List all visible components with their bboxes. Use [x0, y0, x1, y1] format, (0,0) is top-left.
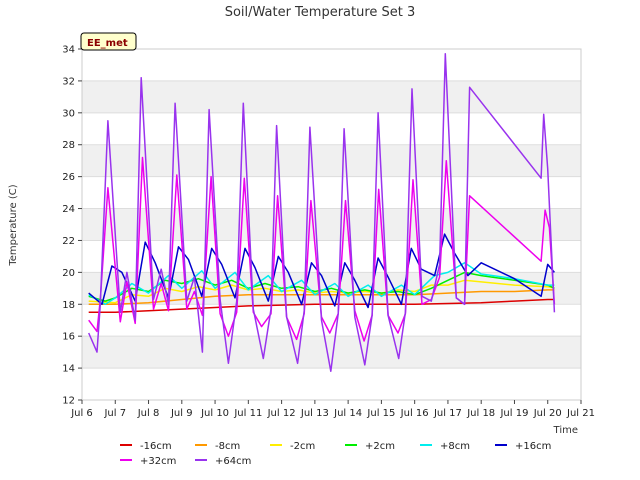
plot-background	[82, 49, 581, 400]
y-tick-label: 12	[62, 396, 75, 407]
y-tick-label: 34	[62, 45, 75, 56]
plot-band	[82, 176, 581, 209]
legend-label: -8cm	[215, 441, 240, 452]
series-line-+32cm	[88, 156, 556, 342]
y-tick-label: 14	[62, 364, 75, 375]
x-tick-label: Jul 12	[267, 408, 296, 419]
x-tick-label: Jul 11	[233, 408, 262, 419]
y-tick-label: 20	[62, 268, 75, 279]
plot-band	[82, 49, 581, 81]
x-tick-label: Jul 19	[499, 408, 528, 419]
plot-band	[82, 304, 581, 337]
y-tick-label: 24	[62, 204, 75, 215]
x-tick-label: Jul 16	[400, 408, 429, 419]
plot-band	[82, 112, 581, 145]
y-axis-label: Temperature (C)	[8, 184, 19, 266]
x-axis-ticks: Jul 6 Jul 7 Jul 8 Jul 9 Jul 10 Jul 11 Jul 12 Ju…	[70, 400, 595, 419]
x-tick-label: Jul 20	[533, 408, 562, 419]
chart-title: Soil/Water Temperature Set 3	[225, 5, 416, 20]
x-tick-label: Jul 21	[566, 408, 595, 419]
legend-label: -16cm	[140, 441, 172, 452]
x-tick-label: Jul 13	[300, 408, 329, 419]
x-tick-label: Jul 17	[433, 408, 462, 419]
y-tick-label: 22	[62, 236, 75, 247]
x-tick-label: Jul 8	[137, 408, 160, 419]
legend: -16cm -8cm -2cm +2cm +8cm +16cm +32cm +64cm	[120, 441, 551, 467]
x-tick-label: Jul 6	[70, 408, 93, 419]
legend-label: +64cm	[215, 456, 251, 467]
y-tick-label: 18	[62, 300, 75, 311]
legend-label: -2cm	[290, 441, 315, 452]
series-line-+64cm	[88, 53, 556, 373]
x-tick-label: Jul 9	[170, 408, 193, 419]
y-tick-label: 16	[62, 332, 75, 343]
x-tick-label: Jul 14	[333, 408, 362, 419]
legend-label: +2cm	[365, 441, 395, 452]
x-axis-label: Time	[553, 425, 578, 436]
plot-band	[82, 368, 581, 400]
plot-frame	[81, 48, 582, 401]
x-tick-label: Jul 7	[103, 408, 126, 419]
series-line-+8cm	[88, 262, 555, 306]
x-tick-label: Jul 10	[200, 408, 229, 419]
y-axis-ticks: 12 14 16 18 20 22 24 26 28 30 32 34	[62, 45, 82, 407]
y-tick-label: 30	[62, 108, 75, 119]
plot-band	[82, 208, 581, 241]
plot-band	[82, 240, 581, 273]
legend-label: +32cm	[140, 456, 176, 467]
station-tag-label: EE_met	[87, 38, 128, 49]
x-tick-label: Jul 15	[366, 408, 395, 419]
station-tag: EE_met	[80, 32, 137, 51]
y-tick-label: 26	[62, 172, 75, 183]
plot-band	[82, 80, 581, 113]
x-tick-label: Jul 18	[466, 408, 495, 419]
legend-label: +8cm	[440, 441, 470, 452]
plot-band	[82, 144, 581, 177]
series-group	[88, 53, 556, 373]
y-tick-label: 32	[62, 76, 75, 87]
legend-label: +16cm	[515, 441, 551, 452]
y-tick-label: 28	[62, 140, 75, 151]
series-line--16cm	[88, 298, 555, 314]
